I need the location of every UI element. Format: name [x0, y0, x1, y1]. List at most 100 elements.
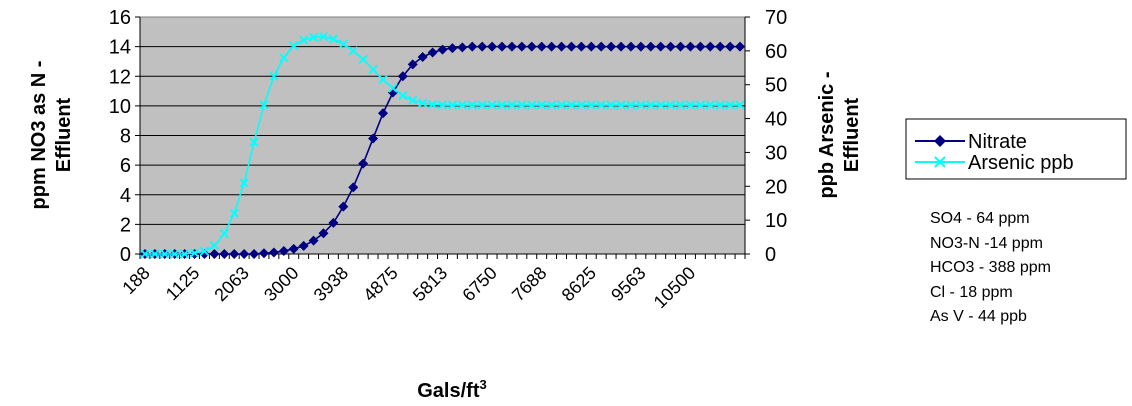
- arsenic-point: [537, 100, 547, 110]
- series-layer: [139, 32, 746, 259]
- nitrate-point: [239, 249, 250, 259]
- arsenic-point: [408, 95, 418, 105]
- legend: Nitrate Arsenic ppb: [905, 118, 1127, 180]
- arsenic-point: [219, 229, 229, 239]
- nitrate-point: [229, 249, 240, 259]
- nitrate-point: [377, 108, 388, 119]
- arsenic-point: [299, 35, 309, 45]
- nitrate-point: [506, 41, 517, 52]
- nitrate-point: [407, 59, 418, 70]
- nitrate-point: [417, 51, 428, 62]
- nitrate-point: [705, 41, 716, 52]
- arsenic-point: [566, 100, 577, 110]
- arsenic-point: [189, 248, 200, 258]
- nitrate-point: [328, 217, 339, 228]
- nitrate-point: [298, 240, 309, 251]
- nitrate-point: [635, 41, 646, 52]
- arsenic-point: [318, 32, 329, 42]
- nitrate-point: [268, 247, 279, 258]
- nitrate-point: [249, 249, 260, 259]
- nitrate-point: [288, 243, 299, 254]
- y-axis-right-title-line2: Effluent: [841, 97, 863, 172]
- nitrate-point: [566, 41, 577, 52]
- nitrate-point: [457, 42, 468, 53]
- y-right-tick-label: 10: [765, 210, 787, 232]
- y-left-tick-label: 4: [120, 185, 131, 207]
- arsenic-point: [507, 100, 517, 110]
- arsenic-point: [150, 249, 160, 259]
- y-right-tick-label: 20: [765, 176, 787, 198]
- arsenic-point: [487, 100, 497, 110]
- y-axis-left-title-line1: ppm NO3 as N -: [28, 61, 50, 210]
- arsenic-point: [259, 100, 269, 110]
- nitrate-point: [665, 41, 676, 52]
- arsenic-point: [675, 100, 686, 110]
- y-right-tick-label: 40: [765, 109, 787, 131]
- arsenic-point: [527, 100, 537, 110]
- nitrate-point: [308, 235, 319, 246]
- x-tick-label: 4875: [359, 263, 401, 305]
- arsenic-point: [338, 39, 348, 49]
- x-axis-title-superscript: 3: [480, 377, 487, 392]
- arsenic-point: [388, 83, 398, 93]
- nitrate-point: [556, 41, 567, 52]
- note-as-v: As V - 44 ppb: [930, 308, 1027, 325]
- arsenic-point: [685, 100, 696, 110]
- legend-arsenic-marker: [934, 156, 946, 168]
- y-left-tick-label: 10: [109, 96, 131, 118]
- note-so4: SO4 - 64 ppm: [930, 210, 1030, 227]
- nitrate-point: [209, 249, 220, 259]
- nitrate-point: [645, 41, 656, 52]
- nitrate-point: [358, 158, 369, 169]
- x-tick-label: 3938: [310, 263, 352, 305]
- nitrate-point: [695, 41, 706, 52]
- arsenic-point: [170, 249, 180, 259]
- arsenic-point: [626, 100, 636, 110]
- nitrate-point: [497, 41, 508, 52]
- nitrate-point: [606, 41, 617, 52]
- arsenic-point: [735, 100, 745, 110]
- nitrate-point: [258, 248, 269, 259]
- arsenic-point: [179, 249, 190, 259]
- y-right-tick-label: 60: [765, 41, 787, 63]
- arsenic-point: [665, 100, 676, 110]
- nitrate-point: [546, 41, 557, 52]
- nitrate-point: [516, 41, 527, 52]
- y-left-tick-label: 8: [120, 126, 131, 148]
- nitrate-point: [625, 41, 636, 52]
- arsenic-point: [249, 137, 259, 147]
- x-tick-label: 10500: [650, 263, 700, 313]
- nitrate-point: [526, 41, 537, 52]
- y-left-tick-label: 0: [120, 244, 131, 266]
- x-tick-label: 7688: [508, 263, 550, 305]
- arsenic-point: [477, 100, 487, 110]
- nitrate-point: [655, 41, 666, 52]
- x-tick-label: 8625: [558, 263, 600, 305]
- arsenic-point: [160, 249, 170, 259]
- nitrate-point: [437, 44, 448, 55]
- legend-arsenic-label: Arsenic ppb: [968, 152, 1074, 174]
- arsenic-point: [279, 52, 289, 63]
- nitrate-point: [586, 41, 597, 52]
- arsenic-point: [725, 100, 735, 110]
- nitrate-point: [278, 246, 289, 257]
- arsenic-point: [556, 100, 567, 110]
- nitrate-point: [536, 41, 547, 52]
- y-axis-right-title-line1: ppb Arsenic -: [816, 71, 838, 198]
- note-no3-n: NO3-N -14 ppm: [930, 234, 1043, 252]
- y-right-tick-label: 70: [765, 7, 787, 29]
- arsenic-point: [457, 100, 467, 110]
- nitrate-point: [715, 41, 726, 52]
- nitrate-point: [596, 41, 607, 52]
- legend-nitrate-label: Nitrate: [968, 131, 1027, 153]
- arsenic-point: [368, 64, 378, 75]
- arsenic-point: [239, 178, 249, 188]
- nitrate-point: [338, 201, 349, 212]
- arsenic-point: [705, 100, 715, 110]
- nitrate-point: [576, 41, 587, 52]
- arsenic-point: [467, 100, 477, 110]
- arsenic-point: [348, 46, 358, 56]
- arsenic-point: [546, 100, 557, 110]
- nitrate-point: [427, 47, 438, 58]
